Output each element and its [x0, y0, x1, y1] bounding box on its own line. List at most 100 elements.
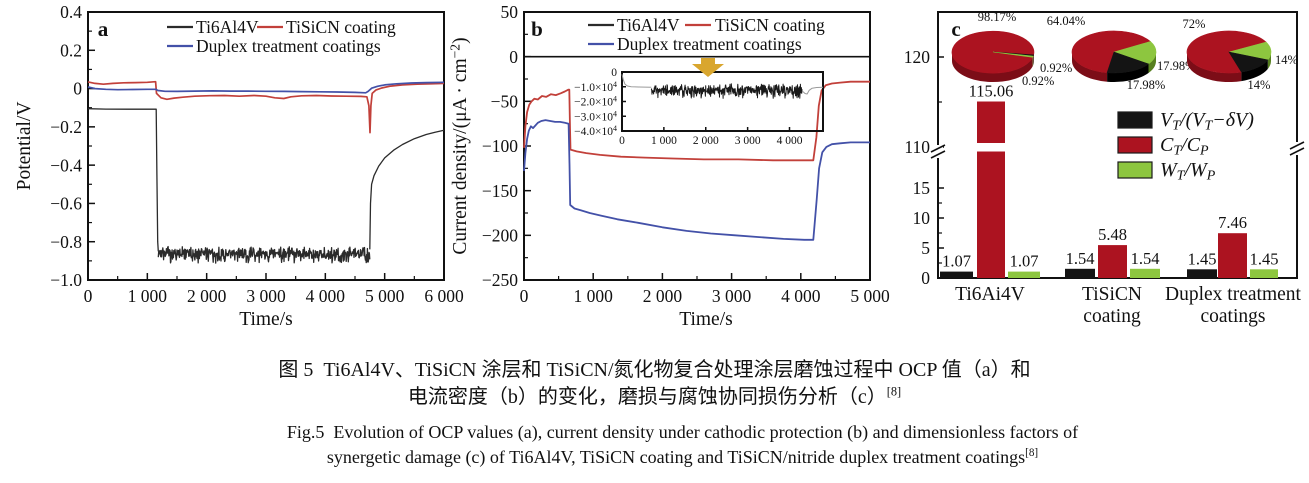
panel-label-a: a — [98, 17, 109, 41]
axis-break-gap — [975, 143, 1007, 152]
y-tick-label: −50 — [491, 91, 519, 111]
bar — [1098, 245, 1127, 278]
x-tick-label: 3 000 — [712, 286, 752, 306]
category-label: coatings — [1201, 306, 1266, 327]
caption-zh-line1: 图 5 Ti6Al4V、TiSiCN 涂层和 TiSiCN/氮化物复合处理涂层磨… — [0, 353, 1309, 382]
legend-label: Duplex treatment coatings — [617, 34, 802, 54]
category-label: Ti6Ai4V — [955, 284, 1025, 305]
caption-zh-line2-text: 电流密度（b）的变化，磨损与腐蚀协同损伤分析（c） — [407, 386, 887, 408]
legend-label: CT/CP — [1160, 134, 1209, 159]
bar-value-label: 1.54 — [1131, 249, 1160, 268]
y-axis-label: Potential/V — [14, 102, 35, 191]
series-ti6al4v — [621, 74, 824, 99]
pie-label: 17.98% — [1127, 78, 1166, 92]
y-tick-label: 0 — [73, 79, 82, 99]
pie-label: 64.04% — [1047, 14, 1086, 28]
bar-series-green: 1.07 1.54 1.45 — [1008, 249, 1278, 278]
bar — [1008, 271, 1040, 278]
x-tick-label: 1 000 — [574, 286, 614, 306]
pie-label: 0.92% — [1040, 61, 1072, 75]
bar-value-label: 1.45 — [1250, 249, 1279, 268]
legend-label: WT/WP — [1160, 159, 1216, 184]
caption-en-line1: Fig.5 Evolution of OCP values (a), curre… — [28, 422, 1309, 443]
x-tick-label: 5 000 — [850, 286, 890, 306]
bar — [940, 271, 973, 278]
x-tick-label: 4 000 — [781, 286, 821, 306]
bar-value-label: 1.07 — [1010, 252, 1039, 271]
y-tick-label: −150 — [482, 181, 518, 201]
pie-slice-red — [951, 30, 1035, 74]
category-label: TiSiCN — [1082, 284, 1142, 305]
y-tick-label: 15 — [913, 178, 931, 198]
pie-chart-2: 64.04% 17.98% 17.98% — [1047, 14, 1196, 92]
category-label: Duplex treatment — [1165, 284, 1301, 305]
legend-swatch — [1117, 136, 1153, 154]
bar — [1187, 269, 1217, 278]
bar-value-label: 7.46 — [1218, 213, 1247, 232]
x-tick-label: 0 — [520, 286, 529, 306]
caption-en-line2: synergetic damage (c) of Ti6Al4V, TiSiCN… — [28, 447, 1309, 468]
pie-label: 14% — [1248, 78, 1271, 92]
legend-swatch — [1117, 111, 1153, 129]
pie-slice-black — [1106, 51, 1150, 74]
y-axis-label: Current density/(μA · cm−2) — [448, 37, 471, 254]
x-tick-label: 3 000 — [735, 135, 761, 147]
y-tick-label: −1.0 — [50, 270, 82, 290]
pie-slice-green — [992, 51, 1034, 58]
series-ti6al4v — [87, 108, 445, 264]
pie-chart-3: 72% 14% 14% — [1183, 17, 1298, 92]
panel-label-b: b — [531, 17, 543, 41]
pie-label: 72% — [1183, 17, 1206, 31]
plot-frame — [621, 71, 824, 132]
caption-zh-ref: [8] — [886, 384, 902, 399]
legend-label: TiSiCN coating — [286, 17, 396, 37]
caption-zh-line2: 电流密度（b）的变化，磨损与腐蚀协同损伤分析（c）[8] — [0, 380, 1309, 409]
caption-en-ref: [8] — [1025, 447, 1039, 459]
legend-label: Ti6Al4V — [617, 15, 680, 35]
legend-label: Ti6Al4V — [196, 17, 259, 37]
y-tick-label: −2.0×104 — [574, 95, 617, 109]
bar-value-label: 115.06 — [969, 81, 1014, 100]
x-tick-label: 1 000 — [651, 135, 677, 147]
y-tick-label: 0 — [921, 268, 930, 288]
pie-slice-red — [1186, 30, 1267, 74]
down-arrow-icon — [692, 58, 724, 77]
bar-value-label: 5.48 — [1098, 225, 1127, 244]
y-tick-label: 0.2 — [60, 40, 82, 60]
bar — [1065, 268, 1095, 278]
pie-slice-red — [1071, 30, 1152, 74]
pie-label: 98.17% — [978, 10, 1017, 24]
y-tick-label: 0 — [611, 67, 617, 79]
x-tick-label: 5 000 — [365, 286, 405, 306]
y-tick-label: 120 — [904, 47, 931, 67]
series-tisicn-coating — [523, 80, 870, 162]
panel-label-c: c — [951, 17, 960, 41]
caption-en-line1-text: Fig.5 Evolution of OCP values (a), curre… — [286, 422, 1079, 442]
y-tick-label: 110 — [904, 137, 930, 157]
pie-label: 0.92% — [1022, 74, 1054, 88]
y-tick-label: 50 — [501, 2, 519, 22]
x-tick-label: 0 — [619, 135, 625, 147]
y-tick-label: −200 — [482, 225, 518, 245]
x-axis-label: Time/s — [239, 309, 292, 330]
legend-label: TiSiCN coating — [715, 15, 825, 35]
x-tick-label: 1 000 — [128, 286, 168, 306]
bar — [1250, 269, 1278, 278]
legend-swatch — [1117, 161, 1153, 179]
x-tick-label: 0 — [84, 286, 93, 306]
bar-value-label: 1.45 — [1188, 249, 1217, 268]
y-tick-label: 0.4 — [60, 2, 82, 22]
bar — [977, 101, 1005, 278]
x-tick-label: 6 000 — [424, 286, 464, 306]
bar — [1218, 233, 1247, 278]
bar-value-label: 1.07 — [942, 252, 971, 271]
y-tick-label: −4.0×104 — [574, 124, 617, 138]
caption-zh-line1-text: 图 5 Ti6Al4V、TiSiCN 涂层和 TiSiCN/氮化物复合处理涂层磨… — [278, 359, 1031, 381]
y-tick-label: −0.8 — [50, 232, 82, 252]
y-tick-label: −3.0×104 — [574, 109, 617, 123]
chart-a: 0 1 000 2 000 3 000 4 000 5 000 6 000 0.4 0.2 0 −0… — [14, 2, 464, 330]
